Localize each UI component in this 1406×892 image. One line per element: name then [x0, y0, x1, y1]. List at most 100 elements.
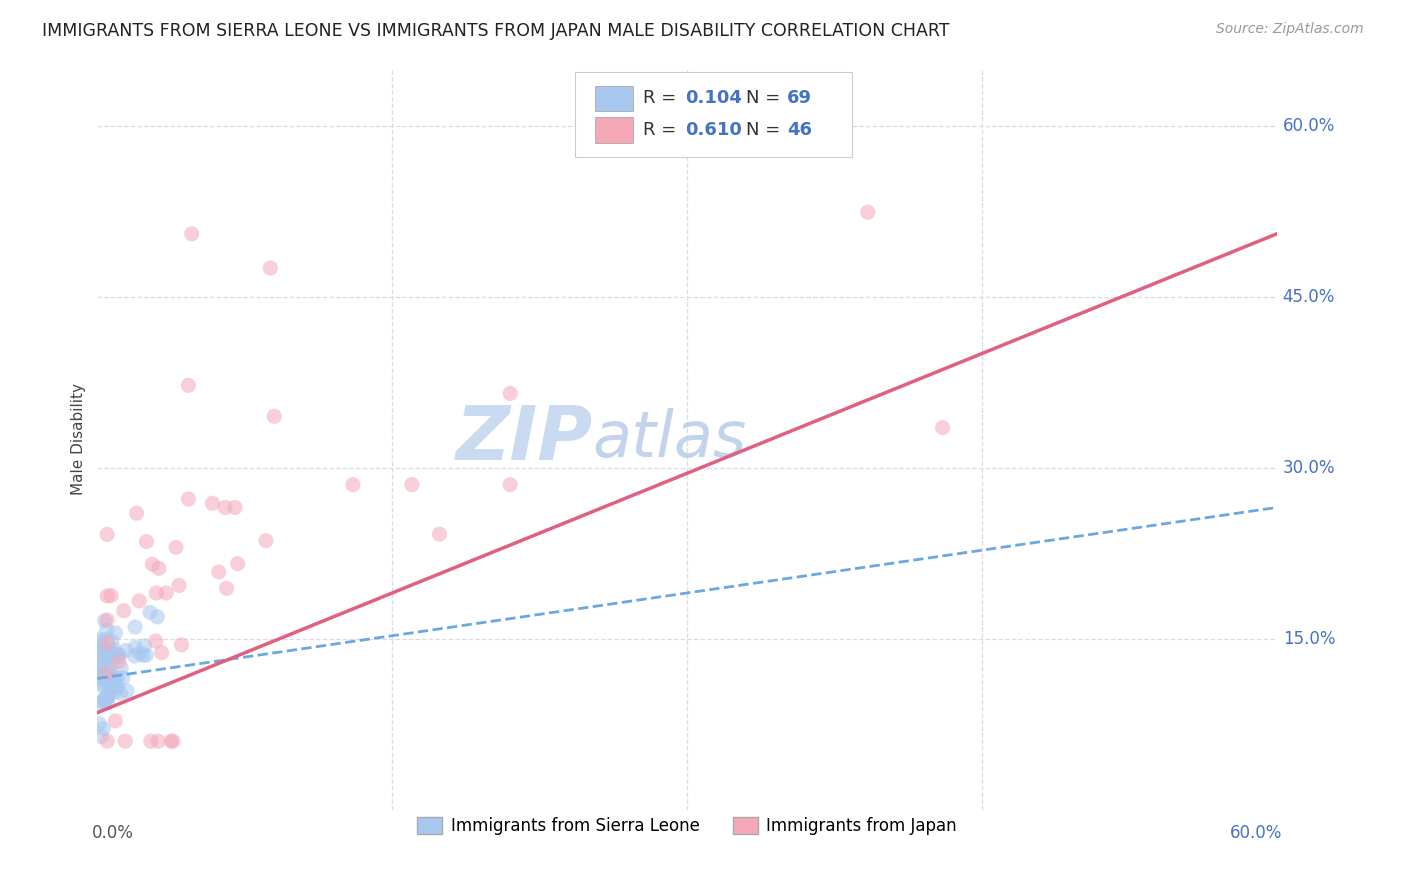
Point: [215, 582, 238, 596]
Text: 0.104: 0.104: [685, 89, 741, 107]
Point: [93, 652, 115, 666]
Point: [214, 500, 236, 515]
Point: [139, 734, 162, 748]
Y-axis label: Male Disability: Male Disability: [72, 383, 86, 495]
Point: [148, 734, 170, 748]
Point: [499, 386, 522, 401]
Point: [112, 604, 135, 618]
Point: [124, 620, 146, 634]
Point: [146, 610, 169, 624]
Point: [97, 690, 120, 704]
Point: [96, 696, 118, 710]
Point: [125, 506, 148, 520]
Point: [124, 648, 146, 663]
Point: [105, 684, 128, 698]
Point: [170, 638, 193, 652]
Point: [93, 641, 115, 656]
Point: [94, 668, 117, 682]
Point: [111, 671, 134, 685]
Point: [90, 672, 112, 686]
Point: [429, 527, 451, 541]
Point: [201, 496, 224, 510]
Point: [98, 667, 121, 681]
Point: [114, 734, 136, 748]
Point: [89, 641, 111, 656]
Point: [401, 477, 423, 491]
Point: [165, 541, 187, 555]
Point: [104, 673, 127, 688]
Point: [208, 565, 231, 579]
Point: [128, 646, 150, 660]
Point: [167, 578, 190, 592]
Point: [124, 640, 146, 655]
Point: [89, 644, 111, 658]
Point: [96, 613, 118, 627]
Text: IMMIGRANTS FROM SIERRA LEONE VS IMMIGRANTS FROM JAPAN MALE DISABILITY CORRELATIO: IMMIGRANTS FROM SIERRA LEONE VS IMMIGRAN…: [42, 22, 949, 40]
Point: [254, 533, 277, 548]
Point: [101, 680, 124, 694]
Text: Source: ZipAtlas.com: Source: ZipAtlas.com: [1216, 22, 1364, 37]
Point: [104, 681, 127, 695]
Text: atlas: atlas: [593, 408, 747, 470]
Point: [89, 657, 111, 671]
Point: [96, 589, 118, 603]
Point: [100, 674, 122, 689]
Point: [93, 691, 115, 706]
Point: [162, 734, 184, 748]
Point: [263, 409, 285, 424]
Point: [135, 648, 157, 663]
Point: [90, 634, 112, 648]
Point: [141, 558, 163, 572]
Point: [108, 648, 131, 662]
Text: 30.0%: 30.0%: [1282, 458, 1336, 476]
Point: [97, 689, 120, 703]
Point: [91, 694, 114, 708]
Text: 60.0%: 60.0%: [1282, 117, 1336, 135]
Text: ZIP: ZIP: [456, 402, 593, 475]
Point: [931, 420, 953, 434]
Text: N =: N =: [747, 121, 786, 139]
Point: [94, 660, 117, 674]
Point: [177, 378, 200, 392]
Text: 45.0%: 45.0%: [1282, 287, 1336, 306]
Point: [94, 674, 117, 689]
Point: [224, 500, 246, 515]
Point: [98, 648, 121, 663]
Point: [96, 665, 118, 680]
Point: [107, 678, 129, 692]
Legend: Immigrants from Sierra Leone, Immigrants from Japan: Immigrants from Sierra Leone, Immigrants…: [411, 811, 963, 842]
Point: [105, 671, 128, 685]
Point: [177, 491, 200, 506]
Point: [128, 594, 150, 608]
Point: [96, 623, 118, 637]
Point: [115, 684, 138, 698]
Point: [90, 666, 112, 681]
Text: 0.0%: 0.0%: [91, 824, 134, 842]
Point: [91, 679, 114, 693]
Point: [132, 648, 155, 663]
Point: [96, 636, 118, 650]
Point: [342, 477, 364, 491]
Point: [89, 632, 111, 646]
Point: [97, 673, 120, 688]
Point: [499, 477, 522, 491]
Point: [90, 730, 112, 744]
Point: [110, 661, 132, 675]
Text: R =: R =: [644, 121, 682, 139]
Point: [160, 734, 183, 748]
Point: [98, 679, 121, 693]
Point: [135, 534, 157, 549]
Point: [96, 656, 118, 670]
Point: [145, 586, 167, 600]
Point: [89, 665, 111, 680]
Point: [100, 659, 122, 673]
Point: [91, 722, 114, 736]
Point: [96, 670, 118, 684]
Point: [115, 643, 138, 657]
Point: [139, 605, 162, 619]
Point: [104, 625, 127, 640]
Point: [96, 671, 118, 685]
Point: [94, 695, 117, 709]
Point: [94, 691, 117, 706]
Text: 15.0%: 15.0%: [1282, 630, 1336, 648]
